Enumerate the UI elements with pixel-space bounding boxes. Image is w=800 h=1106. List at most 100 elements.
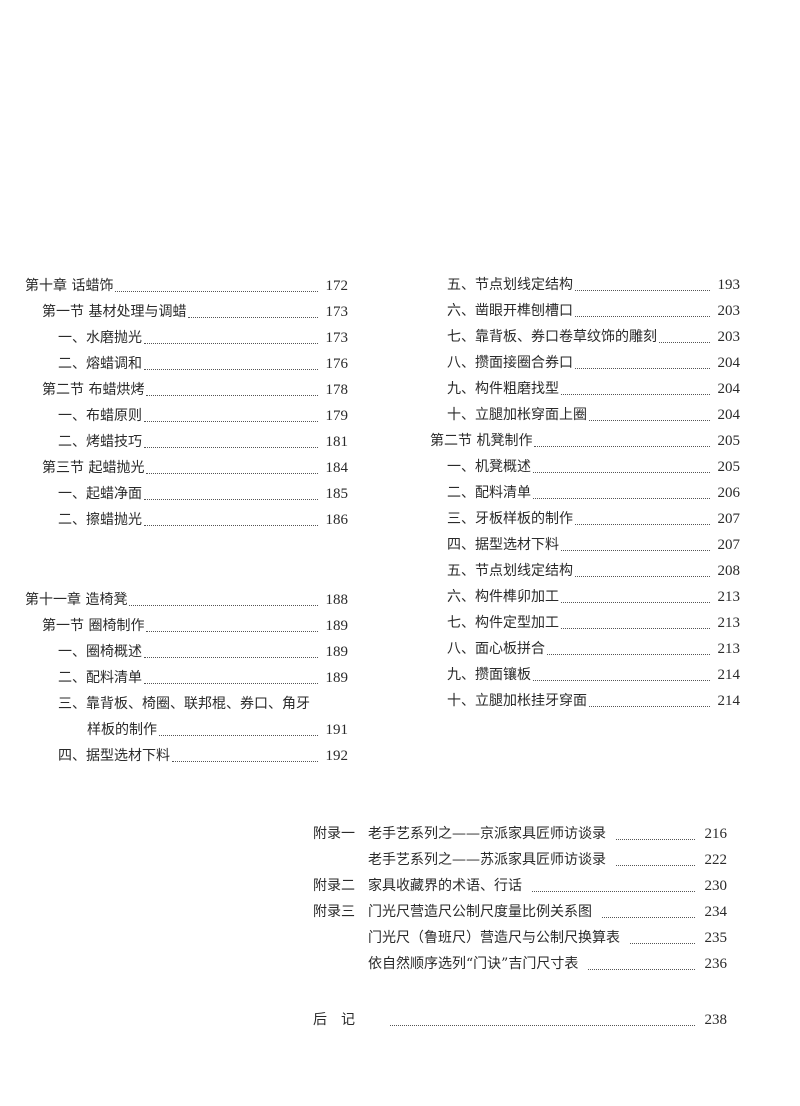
toc-appendix-entry[interactable]: 依自然顺序选列“门诀”吉门尺寸表 236 bbox=[313, 951, 727, 977]
entry-title: 一、机凳概述 bbox=[447, 459, 531, 475]
toc-item-entry[interactable]: 五、节点划线定结构 193 bbox=[430, 272, 740, 298]
toc-appendix-entry[interactable]: 附录三 门光尺营造尺公制尺度量比例关系图 234 bbox=[313, 899, 727, 925]
page-number: 191 bbox=[325, 722, 349, 738]
dot-leader bbox=[561, 549, 710, 551]
toc-appendix-entry[interactable]: 老手艺系列之——苏派家具匠师访谈录 222 bbox=[313, 847, 727, 873]
dot-leader bbox=[129, 604, 318, 606]
page-number: 189 bbox=[325, 644, 349, 660]
entry-title: 一、水磨抛光 bbox=[58, 330, 142, 346]
dot-leader bbox=[659, 341, 710, 343]
toc-item-entry[interactable]: 七、构件定型加工 213 bbox=[430, 610, 740, 636]
toc-item-entry[interactable]: 十、立腿加枨挂牙穿面 214 bbox=[430, 688, 740, 714]
toc-item-entry[interactable]: 九、攒面镶板 214 bbox=[430, 662, 740, 688]
toc-item-entry[interactable]: 八、攒面接圈合券口 204 bbox=[430, 350, 740, 376]
toc-item-entry[interactable]: 五、节点划线定结构 208 bbox=[430, 558, 740, 584]
toc-item-entry[interactable]: 一、圈椅概述 189 bbox=[25, 639, 348, 665]
toc-item-entry[interactable]: 二、烤蜡技巧 181 bbox=[25, 429, 348, 455]
entry-title: 七、构件定型加工 bbox=[447, 615, 559, 631]
toc-section-entry[interactable]: 第一节 圈椅制作 189 bbox=[25, 613, 348, 639]
page-number: 181 bbox=[325, 434, 349, 450]
toc-item-entry[interactable]: 七、靠背板、券口卷草纹饰的雕刻 203 bbox=[430, 324, 740, 350]
page-number: 172 bbox=[325, 278, 349, 294]
toc-item-entry[interactable]: 八、面心板拼合 213 bbox=[430, 636, 740, 662]
dot-leader bbox=[589, 419, 710, 421]
entry-title: 第一节 基材处理与调蜡 bbox=[42, 304, 187, 320]
page-number: 214 bbox=[717, 667, 741, 683]
entry-title: 四、据型选材下料 bbox=[58, 748, 170, 764]
dot-leader bbox=[532, 890, 695, 892]
toc-item-entry[interactable]: 四、据型选材下料 207 bbox=[430, 532, 740, 558]
page-number: 185 bbox=[325, 486, 349, 502]
dot-leader bbox=[630, 942, 695, 944]
page-number: 234 bbox=[704, 904, 728, 920]
dot-leader bbox=[575, 575, 710, 577]
dot-leader bbox=[561, 393, 710, 395]
toc-afterword-entry[interactable]: 后 记 238 bbox=[313, 1007, 727, 1033]
page-number: 208 bbox=[717, 563, 741, 579]
toc-item-entry[interactable]: 一、起蜡净面 185 bbox=[25, 481, 348, 507]
page-number: 204 bbox=[717, 355, 741, 371]
page-number: 213 bbox=[717, 615, 741, 631]
toc-item-entry[interactable]: 二、熔蜡调和 176 bbox=[25, 351, 348, 377]
page-number: 230 bbox=[704, 878, 728, 894]
toc-item-entry[interactable]: 六、凿眼开榫刨槽口 203 bbox=[430, 298, 740, 324]
toc-section-entry[interactable]: 第二节 布蜡烘烤 178 bbox=[25, 377, 348, 403]
page-number: 179 bbox=[325, 408, 349, 424]
page-number: 193 bbox=[717, 277, 741, 293]
dot-leader bbox=[390, 1024, 695, 1026]
toc-section-entry[interactable]: 第三节 起蜡抛光 184 bbox=[25, 455, 348, 481]
dot-leader bbox=[561, 627, 710, 629]
dot-leader bbox=[533, 471, 710, 473]
toc-item-entry[interactable]: 二、擦蜡抛光 186 bbox=[25, 507, 348, 533]
toc-appendix-entry[interactable]: 附录一 老手艺系列之——京派家具匠师访谈录 216 bbox=[313, 821, 727, 847]
toc-item-entry[interactable]: 二、配料清单 189 bbox=[25, 665, 348, 691]
dot-leader bbox=[144, 420, 318, 422]
toc-item-entry[interactable]: 六、构件榫卯加工 213 bbox=[430, 584, 740, 610]
dot-leader bbox=[575, 289, 710, 291]
dot-leader bbox=[616, 838, 695, 840]
spacer bbox=[25, 533, 348, 560]
toc-appendix: 附录一 老手艺系列之——京派家具匠师访谈录 216 老手艺系列之——苏派家具匠师访谈录… bbox=[313, 821, 727, 977]
toc-item-entry[interactable]: 二、配料清单 206 bbox=[430, 480, 740, 506]
dot-leader bbox=[588, 968, 695, 970]
entry-title: 四、据型选材下料 bbox=[447, 537, 559, 553]
toc-item-entry[interactable]: 样板的制作 191 bbox=[25, 717, 348, 743]
entry-title: 五、节点划线定结构 bbox=[447, 277, 573, 293]
dot-leader bbox=[146, 472, 318, 474]
toc-section-entry[interactable]: 第二节 机凳制作 205 bbox=[430, 428, 740, 454]
toc-item-entry[interactable]: 十、立腿加枨穿面上圈 204 bbox=[430, 402, 740, 428]
entry-title: 第十一章 造椅凳 bbox=[25, 592, 128, 608]
page-number: 189 bbox=[325, 618, 349, 634]
toc-appendix-entry[interactable]: 门光尺（鲁班尺）营造尺与公制尺换算表 235 bbox=[313, 925, 727, 951]
toc-item-entry[interactable]: 三、靠背板、椅圈、联邦棍、券口、角牙 bbox=[25, 691, 348, 717]
page-number: 206 bbox=[717, 485, 741, 501]
entry-title: 二、擦蜡抛光 bbox=[58, 512, 142, 528]
entry-title: 第二节 机凳制作 bbox=[430, 433, 533, 449]
toc-item-entry[interactable]: 一、布蜡原则 179 bbox=[25, 403, 348, 429]
toc-chapter-entry[interactable]: 第十章 话蜡饰 172 bbox=[25, 273, 348, 299]
entry-title: 八、攒面接圈合券口 bbox=[447, 355, 573, 371]
toc-section-entry[interactable]: 第一节 基材处理与调蜡 173 bbox=[25, 299, 348, 325]
entry-title: 门光尺营造尺公制尺度量比例关系图 bbox=[368, 904, 592, 920]
dot-leader bbox=[188, 316, 318, 318]
entry-title: 一、圈椅概述 bbox=[58, 644, 142, 660]
dot-leader bbox=[144, 446, 318, 448]
toc-appendix-entry[interactable]: 附录二 家具收藏界的术语、行话 230 bbox=[313, 873, 727, 899]
toc-chapter-entry[interactable]: 第十一章 造椅凳 188 bbox=[25, 587, 348, 613]
entry-title: 二、熔蜡调和 bbox=[58, 356, 142, 372]
dot-leader bbox=[575, 523, 710, 525]
toc-item-entry[interactable]: 四、据型选材下料 192 bbox=[25, 743, 348, 769]
toc-item-entry[interactable]: 九、构件粗磨找型 204 bbox=[430, 376, 740, 402]
dot-leader bbox=[575, 315, 710, 317]
dot-leader bbox=[144, 682, 318, 684]
entry-title: 第二节 布蜡烘烤 bbox=[42, 382, 145, 398]
dot-leader bbox=[534, 445, 710, 447]
toc-item-entry[interactable]: 一、机凳概述 205 bbox=[430, 454, 740, 480]
page-number: 188 bbox=[325, 592, 349, 608]
toc-item-entry[interactable]: 一、水磨抛光 173 bbox=[25, 325, 348, 351]
page-number: 184 bbox=[325, 460, 349, 476]
dot-leader bbox=[533, 679, 710, 681]
toc-item-entry[interactable]: 三、牙板样板的制作 207 bbox=[430, 506, 740, 532]
entry-title: 二、配料清单 bbox=[447, 485, 531, 501]
page-number: 214 bbox=[717, 693, 741, 709]
